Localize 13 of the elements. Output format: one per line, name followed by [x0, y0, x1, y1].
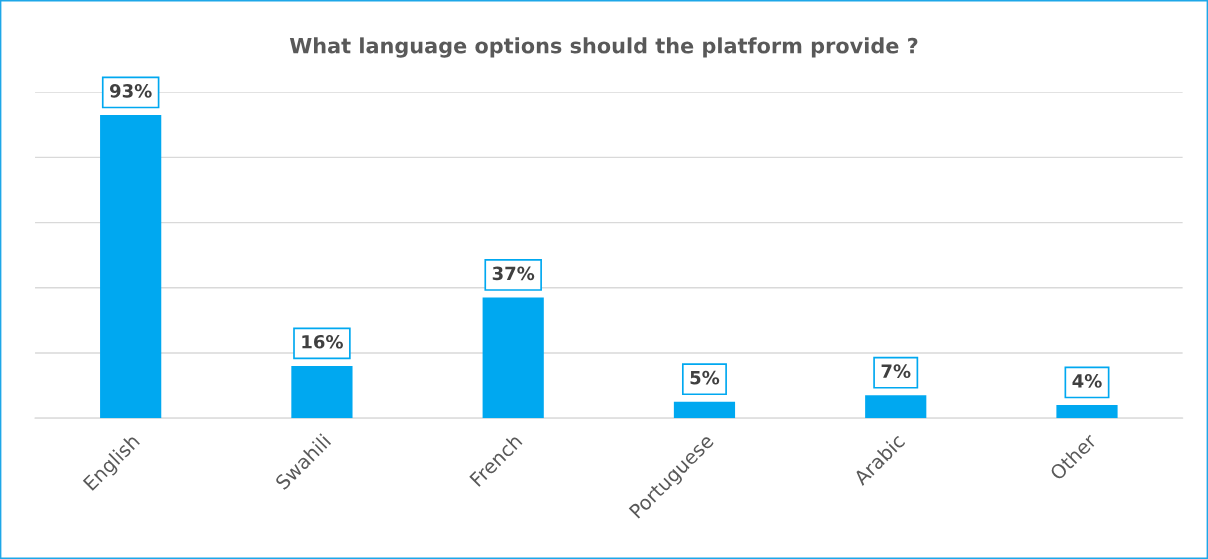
data-label: 4% — [1072, 374, 1102, 388]
bar — [482, 297, 544, 419]
data-label: 37% — [492, 266, 535, 281]
bar — [673, 401, 736, 419]
data-label: 5% — [690, 370, 720, 385]
bar — [1056, 405, 1118, 419]
bar — [865, 395, 927, 419]
data-label: 7% — [881, 364, 911, 378]
bar — [291, 365, 353, 419]
bar — [100, 115, 162, 419]
data-label: 16% — [302, 334, 343, 349]
data-label: 93% — [109, 84, 152, 98]
chart-title: What language options should the platform provide ? — [289, 37, 918, 58]
